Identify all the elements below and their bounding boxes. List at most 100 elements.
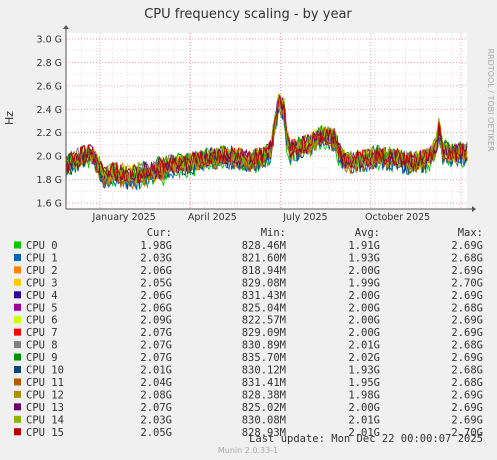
legend-value-min: 818.94M [242,265,286,277]
legend-value-max: 2.68G [451,365,483,377]
y-tick-label: 2.4 G [37,105,63,116]
legend-series-name: CPU 15 [26,427,64,439]
legend-series-name: CPU 2 [26,265,58,277]
legend-series-name: CPU 3 [26,277,58,289]
legend-value-min: 825.02M [242,402,286,414]
legend-value-avg: 1.98G [348,389,380,401]
legend-value-avg: 2.00G [348,302,380,314]
legend-value-min: 830.08M [242,414,286,426]
legend-value-avg: 2.01G [348,414,380,426]
legend-swatch [14,341,21,349]
legend-swatch [14,328,21,336]
legend-value-avg: 1.93G [348,365,380,377]
x-tick-label: July 2025 [282,212,327,223]
legend-series-name: CPU 8 [26,340,58,352]
legend-value-avg: 2.00G [348,402,380,414]
legend-swatch [14,415,21,423]
legend-swatch [14,390,21,398]
series-line-cpu-14 [65,93,468,183]
y-tick-label: 2.8 G [37,58,63,69]
legend-value-max: 2.69G [451,389,483,401]
legend-value-cur: 2.05G [140,427,172,439]
y-tick-label: 1.6 G [37,199,63,210]
legend-value-min: 831.41M [242,377,286,389]
legend-value-max: 2.69G [451,290,483,302]
y-tick-label: 3.0 G [37,34,63,45]
legend-value-min: 831.43M [242,290,286,302]
legend-value-cur: 2.01G [140,365,172,377]
legend-value-max: 2.70G [451,427,483,439]
legend-value-min: 829.08M [242,277,286,289]
legend-series-name: CPU 9 [26,352,58,364]
legend-value-min: 828.38M [242,389,286,401]
legend-swatch [14,278,21,286]
legend-series-name: CPU 0 [26,240,58,252]
legend-swatch [14,366,21,373]
legend-value-avg: 1.93G [348,252,380,264]
x-tick-label: October 2025 [365,212,430,223]
side-label: RRDTOOL / TOBI OETIKER [486,48,495,151]
y-axis-label: Hz [3,111,16,125]
legend-value-cur: 2.08G [140,389,172,401]
y-tick-label: 1.8 G [37,175,63,186]
legend-value-max: 2.69G [451,265,483,277]
legend-value-max: 2.70G [451,277,483,289]
legend-value-max: 2.68G [451,340,483,352]
legend-swatch [14,428,21,436]
legend-value-cur: 2.06G [140,265,172,277]
legend-header-min: Min: [261,227,286,239]
legend-value-avg: 2.01G [348,340,380,352]
chart-title: CPU frequency scaling - by year [144,7,352,22]
legend-value-cur: 2.07G [140,402,172,414]
legend-value-min: 835.70M [242,352,286,364]
legend-series-name: CPU 1 [26,252,58,264]
legend-value-max: 2.69G [451,352,483,364]
legend-swatch [14,241,21,249]
legend-value-min: 829.09M [242,327,286,339]
legend-value-max: 2.69G [451,315,483,327]
legend-value-min: 828.93M [242,427,286,439]
legend-series-name: CPU 11 [26,377,64,389]
legend-value-max: 2.69G [451,402,483,414]
legend-swatch [14,353,21,361]
y-axis-arrow [63,25,69,29]
legend-swatch [14,303,21,311]
legend-series-name: CPU 7 [26,327,58,339]
legend-series-name: CPU 10 [26,365,64,377]
legend-value-min: 830.12M [242,365,286,377]
legend: Cur: Min: Avg: Max: CPU 0 1.98G 828.46M 1.91G 2.… [14,227,483,439]
legend-series-name: CPU 6 [26,315,58,327]
grid [66,33,467,209]
axes: 1.6 G 1.8 G 2.0 G 2.2 G 2.4 G 2.6 G 2.8 G 3.0 G… [37,25,476,223]
y-tick-label: 2.2 G [37,128,63,139]
legend-value-avg: 2.02G [348,352,380,364]
legend-value-cur: 2.07G [140,340,172,352]
legend-value-max: 2.69G [451,327,483,339]
series-lines [65,93,468,191]
legend-value-avg: 2.00G [348,265,380,277]
legend-value-avg: 1.91G [348,240,380,252]
last-update: Last update: Mon Dec 22 00:00:07 2025 [249,433,483,445]
x-tick-label: April 2025 [188,212,237,223]
legend-value-max: 2.69G [451,240,483,252]
legend-value-max: 2.68G [451,302,483,314]
legend-value-min: 828.46M [242,240,286,252]
legend-value-cur: 2.09G [140,315,172,327]
legend-value-max: 2.68G [451,252,483,264]
legend-header-cur: Cur: [147,227,172,239]
legend-value-cur: 2.06G [140,302,172,314]
legend-value-cur: 2.06G [140,290,172,302]
legend-header-avg: Avg: [355,227,380,239]
legend-value-min: 825.04M [242,302,286,314]
legend-value-cur: 2.05G [140,277,172,289]
legend-value-avg: 2.00G [348,327,380,339]
series-line-cpu-12 [65,97,468,186]
legend-value-cur: 2.07G [140,327,172,339]
legend-value-cur: 2.07G [140,352,172,364]
legend-value-cur: 2.03G [140,414,172,426]
legend-swatch [14,266,21,274]
legend-value-avg: 2.00G [348,315,380,327]
legend-value-cur: 2.03G [140,252,172,264]
legend-value-min: 830.89M [242,340,286,352]
